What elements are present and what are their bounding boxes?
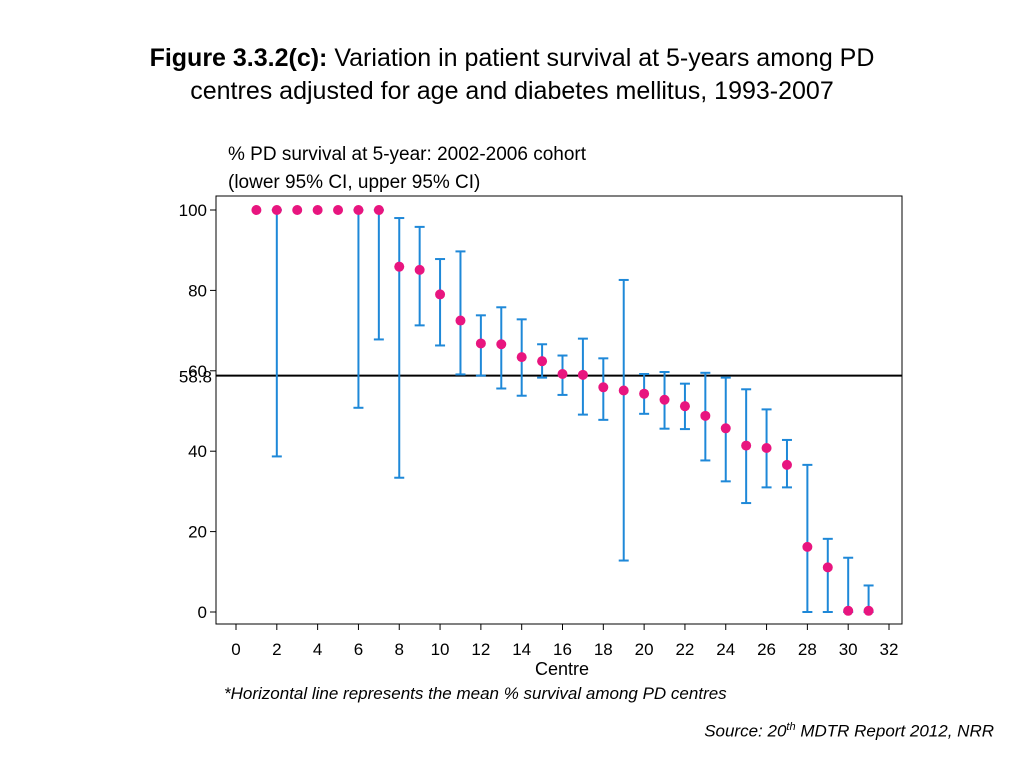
- source-prefix: Source: 20: [704, 721, 787, 741]
- x-tick-label: 18: [594, 640, 613, 659]
- y-axis-label: % PD survival at 5-year: 2002-2006 cohor…: [228, 141, 586, 197]
- data-point: [720, 423, 731, 434]
- ci-bar: [414, 225, 425, 327]
- figure-title-line2: centres adjusted for age and diabetes me…: [190, 77, 834, 105]
- data-point: [822, 562, 833, 573]
- figure-title: Figure 3.3.2(c): Variation in patient su…: [0, 42, 1024, 108]
- data-point: [741, 440, 752, 451]
- source-superscript: th: [786, 721, 796, 733]
- ci-bar: [822, 537, 833, 613]
- data-point: [373, 205, 384, 215]
- data-point: [659, 394, 670, 405]
- mean-line-label: 58.8: [179, 368, 212, 387]
- data-point: [577, 369, 588, 380]
- x-tick-label: 28: [798, 640, 817, 659]
- ci-bar: [802, 463, 813, 613]
- data-point: [475, 338, 486, 349]
- x-tick-label: 32: [880, 640, 899, 659]
- data-point: [557, 369, 568, 380]
- data-point: [863, 605, 874, 616]
- data-point: [333, 205, 344, 215]
- data-point: [271, 205, 282, 215]
- data-point: [292, 205, 303, 215]
- data-point: [537, 356, 548, 367]
- y-tick-label: 100: [179, 201, 207, 220]
- source-suffix: MDTR Report 2012, NRR: [795, 721, 994, 741]
- data-point: [394, 261, 405, 272]
- x-tick-label: 6: [354, 640, 363, 659]
- x-tick-label: 22: [675, 640, 694, 659]
- x-tick-label: 26: [757, 640, 776, 659]
- data-point: [312, 205, 323, 215]
- y-tick-label: 60: [188, 362, 207, 381]
- x-axis-label: Centre: [535, 659, 589, 679]
- data-point: [761, 442, 772, 453]
- x-tick-label: 14: [512, 640, 531, 659]
- footnote: *Horizontal line represents the mean % s…: [224, 684, 727, 703]
- data-point: [802, 541, 813, 552]
- ci-bar: [373, 209, 384, 341]
- y-tick-label: 0: [198, 603, 207, 622]
- data-point: [700, 410, 711, 421]
- y-tick-label: 40: [188, 442, 207, 461]
- x-tick-label: 20: [635, 640, 654, 659]
- y-tick-label: 20: [188, 523, 207, 542]
- data-point: [679, 401, 690, 412]
- source-citation: Source: 20th MDTR Report 2012, NRR: [704, 721, 994, 742]
- x-tick-label: 10: [431, 640, 450, 659]
- data-point: [639, 388, 650, 399]
- data-point: [455, 315, 466, 326]
- data-point: [781, 459, 792, 470]
- data-point: [516, 352, 527, 363]
- y-tick-label: 80: [188, 281, 207, 300]
- data-point: [843, 605, 854, 616]
- y-axis-label-line2: (lower 95% CI, upper 95% CI): [228, 172, 481, 193]
- ci-bar: [618, 278, 629, 562]
- ci-bar: [455, 250, 466, 376]
- figure-title-line1: Variation in patient survival at 5-years…: [327, 44, 875, 72]
- y-axis-label-line1: % PD survival at 5-year: 2002-2006 cohor…: [228, 144, 587, 165]
- ci-bar: [435, 258, 446, 347]
- x-tick-label: 8: [395, 640, 404, 659]
- confidence-intervals: [271, 209, 874, 613]
- data-point: [435, 289, 446, 300]
- ci-bar: [271, 209, 282, 458]
- ci-bar: [353, 209, 364, 409]
- ci-bar: [843, 556, 854, 613]
- data-point: [598, 382, 609, 393]
- x-tick-label: 12: [471, 640, 490, 659]
- plot-frame: [215, 195, 903, 625]
- x-tick-label: 30: [839, 640, 858, 659]
- x-tick-label: 2: [272, 640, 281, 659]
- data-point: [496, 339, 507, 350]
- data-point: [414, 264, 425, 275]
- data-point: [251, 205, 262, 215]
- x-tick-label: 4: [313, 640, 322, 659]
- x-tick-label: 0: [231, 640, 240, 659]
- x-tick-label: 16: [553, 640, 572, 659]
- x-tick-label: 24: [716, 640, 735, 659]
- data-point: [618, 385, 629, 396]
- figure-number: Figure 3.3.2(c):: [149, 44, 328, 72]
- data-point: [353, 205, 364, 215]
- ci-bar: [394, 217, 405, 479]
- data-points: [251, 205, 874, 616]
